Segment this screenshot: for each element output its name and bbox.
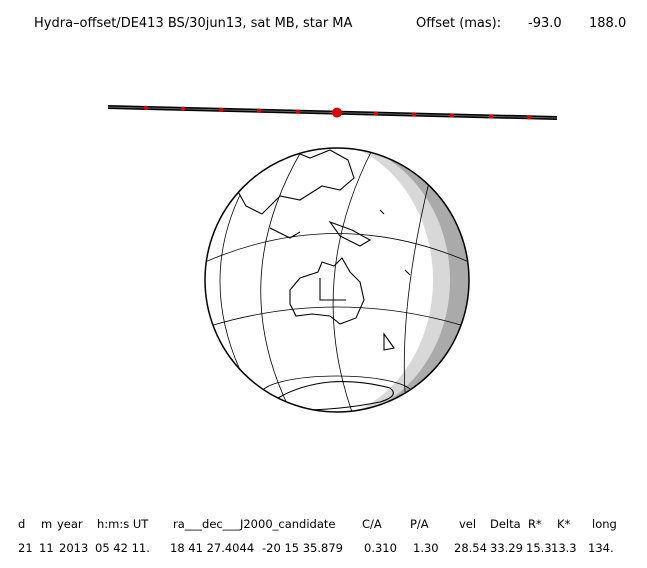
cell: 13.3 <box>551 541 577 555</box>
column-header: ra___dec___J2000_candidate <box>173 517 335 531</box>
time-ticks <box>143 105 532 120</box>
cell: -20 15 35.879 <box>262 541 343 555</box>
column-header: K* <box>557 517 571 531</box>
column-header: h:m:s UT <box>97 517 149 531</box>
header: Hydra–offset/DE413 BS/30jun13, sat MB, s… <box>34 16 626 31</box>
title: Hydra–offset/DE413 BS/30jun13, sat MB, s… <box>34 16 353 31</box>
column-header: R* <box>528 517 542 531</box>
cell: 2013 <box>59 541 88 555</box>
column-header: d <box>18 517 25 531</box>
cell: 28.54 <box>454 541 487 555</box>
offset-y: 188.0 <box>589 16 626 31</box>
cell: 18 41 27.4044 <box>170 541 254 555</box>
column-header: long <box>592 517 617 531</box>
offset-x: -93.0 <box>528 16 562 31</box>
column-header: vel <box>459 517 476 531</box>
results-table: d m year h:m:s UT ra___dec___J2000_candi… <box>18 517 617 555</box>
column-header: year <box>57 517 83 531</box>
globe-outline <box>204 147 470 413</box>
offset-label: Offset (mas): <box>416 16 501 31</box>
shadow-track <box>107 105 558 120</box>
cell: 21 <box>18 541 33 555</box>
cell: 0.310 <box>364 541 397 555</box>
cell: 134. <box>588 541 614 555</box>
column-header: m <box>41 517 52 531</box>
cell: 33.29 <box>490 541 523 555</box>
cell: 15.3 <box>526 541 552 555</box>
central-time <box>332 107 342 118</box>
globe <box>204 147 470 413</box>
column-header: Delta <box>490 517 521 531</box>
cell: 11 <box>39 541 54 555</box>
cell: 05 42 11. <box>95 541 150 555</box>
cell: 1.30 <box>413 541 439 555</box>
column-header: P/A <box>410 517 429 531</box>
column-header: C/A <box>362 517 382 531</box>
